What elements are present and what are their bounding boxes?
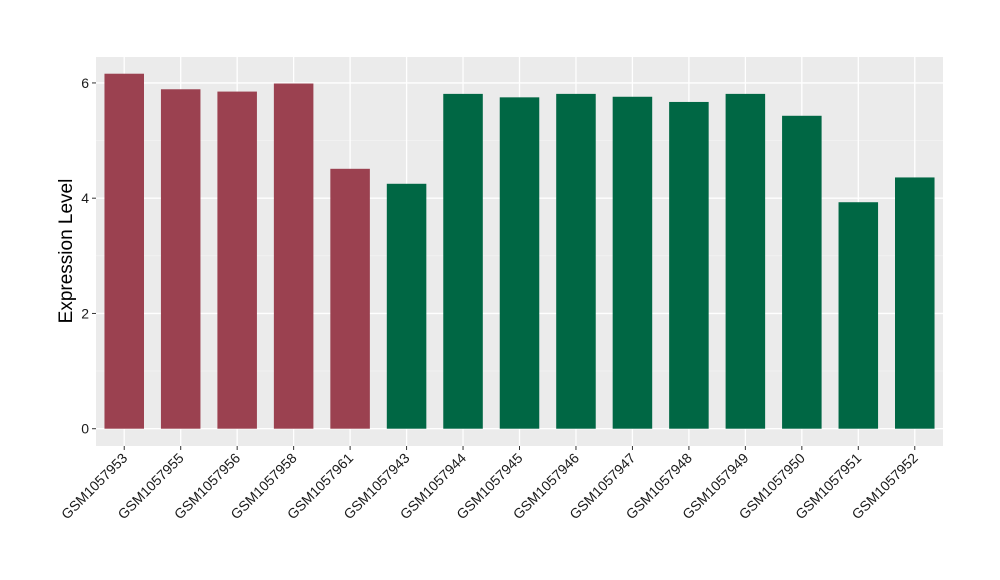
y-tick-label: 4 (81, 190, 89, 206)
bars (104, 73, 935, 429)
bar-GSM1057953 (104, 73, 144, 429)
bar-GSM1057956 (217, 91, 257, 429)
y-tick-label: 2 (81, 305, 89, 321)
bar-GSM1057952 (895, 177, 935, 429)
bar-GSM1057949 (725, 93, 766, 429)
bar-GSM1057944 (443, 93, 483, 429)
bar-GSM1057948 (669, 101, 709, 429)
y-tick-label: 0 (81, 421, 89, 437)
bar-GSM1057958 (273, 83, 314, 429)
y-tick-label: 6 (81, 75, 89, 91)
bar-GSM1057947 (612, 96, 653, 429)
x-axis: GSM1057953GSM1057955GSM1057956GSM1057958… (58, 446, 921, 522)
bar-GSM1057950 (782, 115, 822, 429)
bar-GSM1057945 (499, 97, 540, 429)
bar-GSM1057951 (838, 202, 879, 429)
y-axis: 0 2 4 6 (81, 75, 96, 437)
bar-GSM1057943 (386, 183, 427, 429)
bar-GSM1057946 (556, 93, 596, 429)
bar-GSM1057961 (330, 168, 370, 429)
bar-GSM1057955 (160, 89, 201, 429)
y-axis-title: Expression Level (56, 179, 77, 324)
